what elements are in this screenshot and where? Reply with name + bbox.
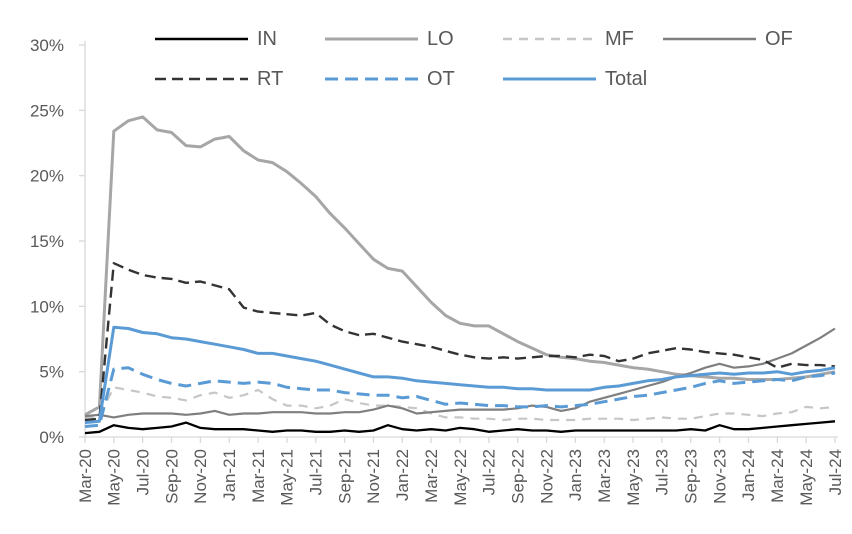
y-tick-label: 10% <box>30 297 64 316</box>
x-tick-label: Jul-21 <box>307 449 326 495</box>
x-tick-label: May-22 <box>451 449 470 506</box>
series-line-LO <box>84 115 836 417</box>
x-tick-label: Jan-22 <box>393 449 412 501</box>
x-tick-label: May-21 <box>278 449 297 506</box>
x-tick-label: Sep-22 <box>508 449 527 504</box>
y-tick-label: 25% <box>30 101 64 120</box>
x-tick-label: Mar-22 <box>422 449 441 503</box>
x-tick-label: Nov-22 <box>537 449 556 504</box>
series-line-Total <box>84 325 836 425</box>
y-tick-label: 0% <box>39 428 64 447</box>
x-tick-label: Jul-20 <box>133 449 152 495</box>
x-tick-label: Jan-23 <box>566 449 585 501</box>
x-tick-label: Mar-24 <box>768 449 787 503</box>
x-tick-label: Jan-24 <box>739 449 758 501</box>
x-tick-label: Sep-20 <box>162 449 181 504</box>
x-tick-label: Nov-23 <box>710 449 729 504</box>
x-tick-label: Nov-21 <box>364 449 383 504</box>
series-line-OF <box>84 327 836 419</box>
x-tick-label: May-23 <box>624 449 643 506</box>
x-tick-label: Jan-21 <box>220 449 239 501</box>
x-tick-label: Sep-23 <box>682 449 701 504</box>
series-line-MF <box>84 386 836 422</box>
x-tick-label: Mar-23 <box>595 449 614 503</box>
x-tick-label: Sep-21 <box>335 449 354 504</box>
y-tick-label: 30% <box>30 36 64 55</box>
x-tick-label: May-24 <box>797 449 816 506</box>
x-tick-label: Jul-23 <box>653 449 672 495</box>
x-tick-label: Mar-21 <box>249 449 268 503</box>
x-tick-label: May-20 <box>105 449 124 506</box>
y-tick-label: 15% <box>30 232 64 251</box>
series-line-IN <box>84 420 836 435</box>
x-tick-label: Jul-22 <box>480 449 499 495</box>
y-tick-label: 20% <box>30 167 64 186</box>
x-tick-label: Jul-24 <box>826 449 845 495</box>
x-tick-label: Nov-20 <box>191 449 210 504</box>
series-line-OT <box>84 366 836 428</box>
x-tick-label: Mar-20 <box>76 449 95 503</box>
y-tick-label: 5% <box>39 363 64 382</box>
